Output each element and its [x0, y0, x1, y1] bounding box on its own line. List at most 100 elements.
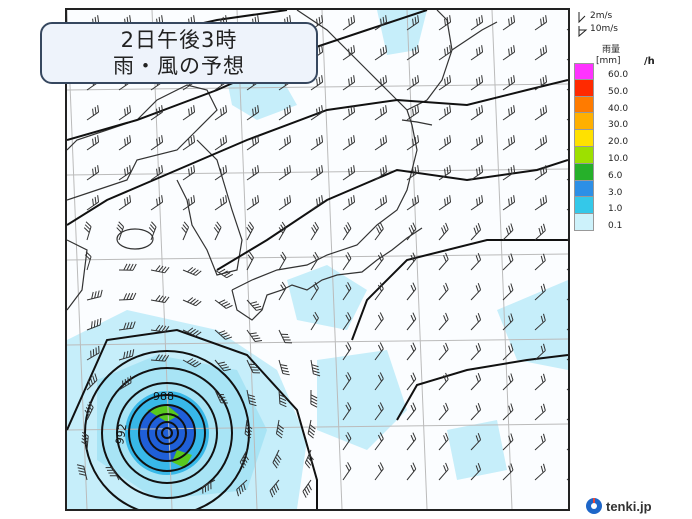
wind-barb: [182, 327, 202, 337]
forecast-subtitle: 雨・風の予想: [113, 54, 245, 78]
wind-barb: [246, 389, 257, 407]
wind-barb: [502, 343, 514, 361]
wind-barb: [406, 282, 417, 301]
wind-barb: [374, 252, 384, 271]
wind-barb: [310, 389, 318, 408]
wind-barb: [310, 105, 324, 121]
wind-barb: [118, 375, 132, 391]
wind-barb: [438, 75, 452, 91]
wind-barb: [374, 312, 384, 331]
wind-barb: [278, 251, 287, 271]
wind-barb: [534, 313, 546, 331]
wind-barb: [342, 252, 352, 271]
wind-barb: [150, 135, 164, 151]
wind-barb: [86, 289, 103, 301]
wind-barb: [470, 135, 484, 151]
wind-barb: [470, 45, 484, 61]
wind-barb: [214, 329, 233, 340]
wind-key-2: 2m/s: [590, 11, 613, 21]
wind-barb: [406, 462, 417, 481]
legend-swatch: [574, 79, 594, 97]
wind-barb: [342, 342, 352, 361]
wind-barb: [470, 283, 482, 301]
wind-barb: [246, 329, 263, 342]
legend-unit: [mm]: [596, 56, 621, 66]
wind-barb: [76, 464, 88, 481]
wind-barb: [374, 342, 384, 361]
legend-swatch: [574, 214, 594, 231]
wind-barb: [86, 135, 100, 151]
wind-barb: [374, 282, 384, 301]
wind-barb: [438, 105, 452, 121]
wind-barb: [182, 135, 196, 151]
wind-barb: [438, 165, 452, 181]
meridian-line: [491, 10, 513, 509]
wind-barb: [502, 253, 514, 271]
wind-barb: [502, 105, 516, 121]
wind-barb: [534, 403, 546, 421]
wind-barb: [534, 135, 548, 151]
wind-barb: [182, 105, 196, 121]
wind-barb: [246, 135, 260, 151]
wind-barb: [342, 165, 356, 181]
wind-barb: [246, 251, 254, 271]
legend-swatch: [574, 146, 594, 164]
wind-barb: [278, 105, 292, 121]
wind-barb: [118, 321, 136, 331]
wind-barb: [342, 282, 352, 301]
legend-swatches: [574, 63, 594, 231]
wind-barb: [86, 373, 98, 391]
wind-barb: [470, 195, 484, 211]
wind-barb: [214, 389, 228, 404]
parallel-line: [67, 423, 568, 431]
wind-barb: [374, 372, 384, 391]
wind-barb: [470, 15, 484, 31]
wind-barb: [406, 222, 417, 241]
legend-label: 20.0: [608, 137, 629, 148]
wind-barb: [307, 419, 316, 439]
wind-barb: [214, 105, 228, 121]
wind-barb: [86, 105, 100, 121]
wind-barb: [470, 75, 484, 91]
wind-barb: [502, 373, 514, 391]
wind-barb: [534, 433, 546, 451]
wind-barb: [342, 105, 356, 121]
wind-barb: [118, 195, 132, 211]
wind-barb: [150, 105, 164, 121]
wind-barb: [438, 402, 449, 421]
wind-barb: [214, 165, 228, 181]
isobar-label-992: 992: [113, 423, 129, 446]
wind-barb: [246, 165, 260, 181]
wind-barb: [374, 402, 384, 421]
legend-title: 雨量: [602, 45, 621, 55]
wind-barb: [304, 449, 314, 469]
legend-label: 10.0: [608, 153, 629, 164]
legend-swatch: [574, 113, 594, 131]
wind-barb: [566, 448, 568, 451]
isobar-label-988: 988: [153, 390, 174, 403]
wind-barb: [566, 238, 568, 241]
wind-barb: [406, 165, 420, 181]
wind-barb: [438, 462, 449, 481]
wind-barb: [502, 223, 514, 241]
wind-barb: [182, 297, 202, 307]
wind-barb: [84, 251, 92, 271]
wind-barb: [566, 388, 568, 391]
wind-barb: [534, 253, 546, 271]
wind-barb: [502, 165, 516, 181]
wind-barb: [438, 222, 449, 241]
wind-barb: [81, 431, 89, 451]
wind-barb: [566, 118, 568, 121]
wind-barb: [86, 318, 102, 331]
tenki-logo[interactable]: tenki.jp: [585, 497, 652, 515]
wind-barb: [214, 359, 231, 372]
rain-area: [317, 350, 407, 450]
wind-barb: [278, 389, 287, 408]
legend-swatch: [574, 197, 594, 215]
wind-barb: [374, 135, 388, 151]
wind-barb: [310, 359, 321, 377]
wind-barb: [406, 342, 417, 361]
wind-barb: [534, 75, 548, 91]
wind-barb: [342, 312, 352, 331]
wind-barb: [470, 165, 484, 181]
